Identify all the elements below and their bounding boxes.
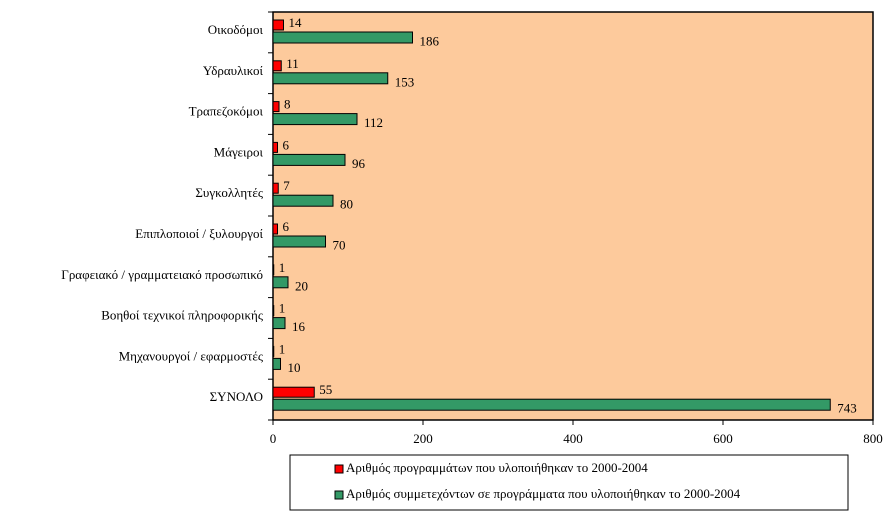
bar	[272, 113, 358, 126]
bar	[272, 72, 389, 85]
data-label: 7	[283, 178, 290, 193]
x-tick-label: 200	[413, 431, 433, 446]
y-tick-label: Μάγειροι	[214, 144, 264, 159]
data-label: 6	[283, 219, 290, 234]
data-label: 20	[295, 278, 308, 293]
data-label: 16	[292, 319, 306, 334]
bar	[272, 194, 334, 207]
bar	[272, 31, 413, 44]
bar	[272, 141, 278, 153]
data-label: 8	[284, 97, 291, 112]
legend-label: Αριθμός προγραμμάτων που υλοποιήθηκαν το…	[346, 460, 648, 475]
legend-swatch	[334, 490, 344, 500]
y-tick-label: Μηχανουργοί / εφαρμοστές	[119, 348, 264, 363]
data-label: 1	[279, 260, 286, 275]
y-tick-label: Βοηθοί τεχνικοί πληροφορικής	[101, 308, 264, 323]
legend-label: Αριθμός συμμετεχόντων σε προγράμματα που…	[346, 486, 741, 501]
data-label: 6	[283, 137, 290, 152]
bar	[272, 345, 275, 357]
legend	[289, 454, 849, 511]
data-label: 80	[340, 197, 353, 212]
bar	[272, 223, 278, 235]
bar	[272, 153, 346, 166]
bar	[272, 276, 289, 289]
data-label: 70	[333, 237, 346, 252]
y-tick-label: Οικοδόμοι	[208, 22, 264, 37]
data-label: 11	[286, 56, 299, 71]
bar	[272, 305, 275, 317]
data-label: 1	[279, 341, 286, 356]
y-tick-label: Τραπεζοκόμοι	[189, 104, 264, 119]
bar	[272, 101, 280, 113]
bar	[272, 60, 282, 72]
bar	[272, 19, 284, 31]
bar	[272, 317, 286, 330]
bar	[272, 182, 279, 194]
bar	[272, 386, 315, 398]
x-tick-label: 0	[270, 431, 277, 446]
y-tick-label: Γραφειακό / γραμματειακό προσωπικό	[61, 267, 263, 282]
data-label: 55	[319, 382, 332, 397]
data-label: 96	[352, 156, 366, 171]
data-label: 14	[289, 15, 303, 30]
y-tick-label: Συγκολλητές	[195, 185, 263, 200]
x-tick-label: 400	[563, 431, 583, 446]
bar	[272, 398, 831, 411]
data-label: 743	[837, 401, 857, 416]
y-tick-label: ΣΥΝΟΛΟ	[210, 389, 263, 404]
data-label: 153	[395, 74, 415, 89]
data-label: 112	[364, 115, 383, 130]
data-label: 10	[288, 360, 301, 375]
bar	[272, 357, 281, 370]
x-tick-label: 800	[863, 431, 883, 446]
data-label: 186	[420, 33, 440, 48]
y-tick-label: Επιπλοποιοί / ξυλουργοί	[135, 226, 263, 241]
y-tick-label: Υδραυλικοί	[203, 63, 264, 78]
bar	[272, 235, 326, 248]
legend-swatch	[334, 464, 344, 474]
data-label: 1	[279, 301, 286, 316]
x-tick-label: 600	[713, 431, 733, 446]
bar	[272, 264, 275, 276]
